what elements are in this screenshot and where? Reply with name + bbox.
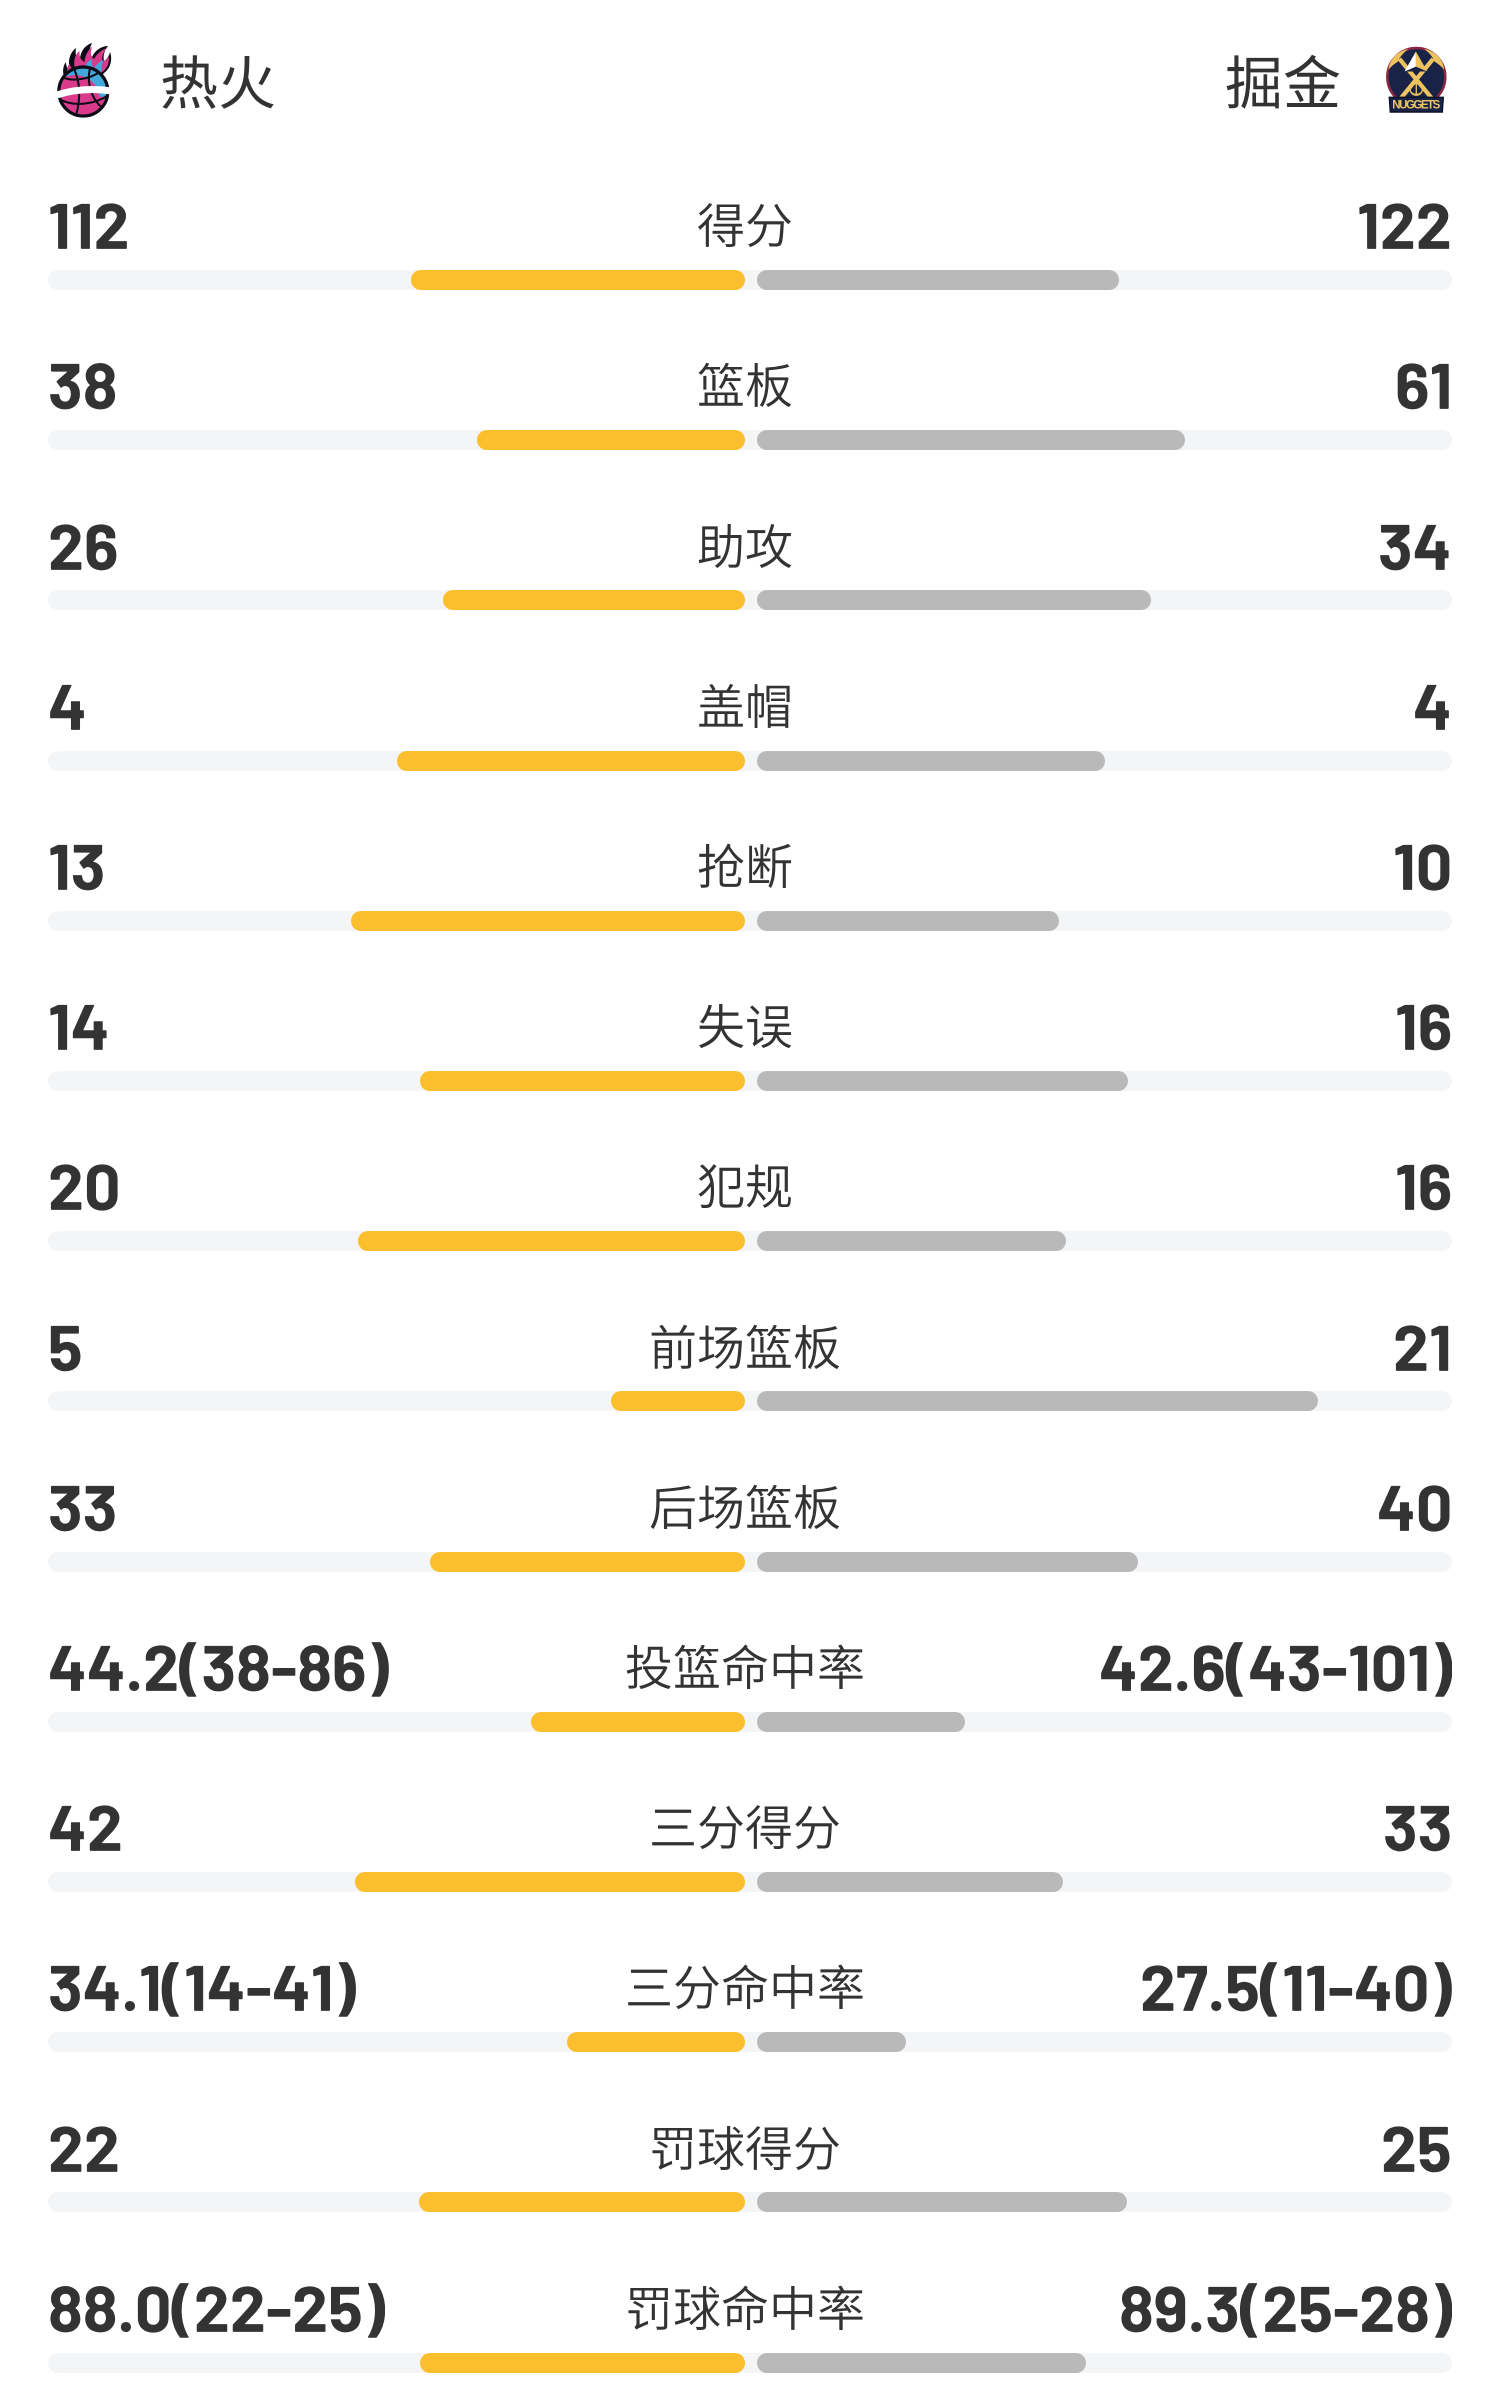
svg-text:NUGGETS: NUGGETS <box>1392 100 1440 112</box>
